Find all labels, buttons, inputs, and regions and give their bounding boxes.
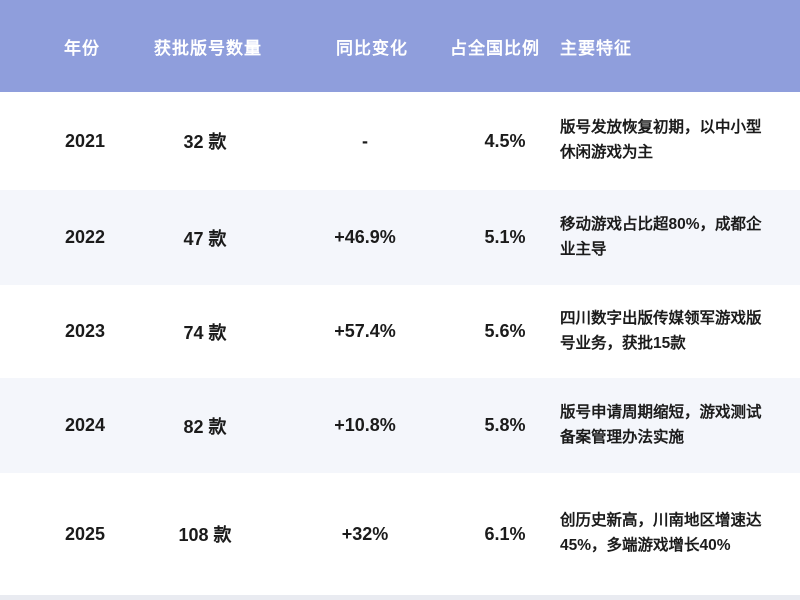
count-cell: 108 款 bbox=[178, 525, 232, 545]
change-cell: +57.4% bbox=[334, 321, 396, 341]
change-cell: +10.8% bbox=[334, 415, 396, 435]
share-cell: 5.8% bbox=[484, 415, 526, 435]
share-cell: 4.5% bbox=[484, 130, 526, 151]
table-row: 2022 47 款 +46.9% 5.1% 移动游戏占比超80%，成都企业主导 bbox=[0, 190, 800, 285]
count-cell: 74 款 bbox=[183, 322, 227, 343]
share-cell: 5.1% bbox=[484, 227, 526, 247]
column-header-count: 获批版号数量 bbox=[154, 38, 262, 58]
change-cell: +32% bbox=[341, 523, 389, 544]
table-row: 2021 32 款 - 4.5% 版号发放恢复初期，以中小型休闲游戏为主 bbox=[0, 92, 800, 190]
change-cell: +46.9% bbox=[334, 227, 396, 247]
features-cell: 创历史新高，川南地区增速达45%，多端游戏增长40% bbox=[560, 512, 762, 554]
count-cell: 82 款 bbox=[183, 416, 227, 437]
features-cell: 四川数字出版传媒领军游戏版号业务，获批15款 bbox=[560, 309, 762, 352]
count-cell: 32 款 bbox=[183, 132, 227, 152]
table-row: 2024 82 款 +10.8% 5.8% 版号申请周期缩短，游戏测试备案管理办… bbox=[0, 378, 800, 473]
year-cell: 2025 bbox=[64, 523, 106, 544]
features-cell: 版号发放恢复初期，以中小型休闲游戏为主 bbox=[560, 119, 762, 161]
features-cell: 版号申请周期缩短，游戏测试备案管理办法实施 bbox=[560, 403, 762, 446]
share-cell: 6.1% bbox=[484, 523, 526, 544]
column-header-year: 年份 bbox=[64, 38, 100, 58]
column-header-share: 占全国比例 bbox=[450, 38, 540, 58]
table-row: 2023 74 款 +57.4% 5.6% 四川数字出版传媒领军游戏版号业务，获… bbox=[0, 285, 800, 378]
column-header-features: 主要特征 bbox=[560, 38, 632, 58]
footer-strip bbox=[0, 595, 800, 600]
table-header-row: 年份 获批版号数量 同比变化 占全国比例 主要特征 bbox=[0, 0, 800, 92]
year-cell: 2022 bbox=[64, 227, 106, 247]
table-body: 2021 32 款 - 4.5% 版号发放恢复初期，以中小型休闲游戏为主 202… bbox=[0, 92, 800, 595]
column-header-change: 同比变化 bbox=[336, 38, 408, 58]
year-cell: 2023 bbox=[64, 321, 106, 341]
features-cell: 移动游戏占比超80%，成都企业主导 bbox=[560, 215, 762, 258]
year-cell: 2021 bbox=[64, 130, 106, 151]
share-cell: 5.6% bbox=[484, 321, 526, 341]
change-cell: - bbox=[362, 130, 368, 151]
table-row: 2025 108 款 +32% 6.1% 创历史新高，川南地区增速达45%，多端… bbox=[0, 473, 800, 595]
year-cell: 2024 bbox=[64, 415, 106, 435]
count-cell: 47 款 bbox=[183, 228, 227, 249]
